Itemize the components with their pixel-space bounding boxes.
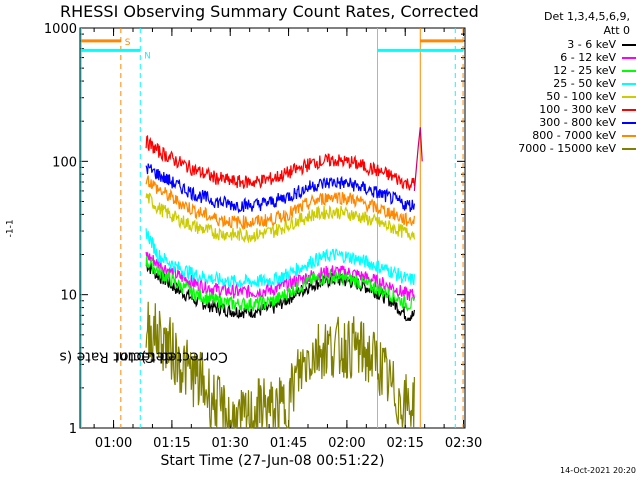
legend-entry: 3 - 6 keV: [470, 38, 636, 51]
legend-swatch: [622, 121, 636, 124]
legend-swatch: [622, 134, 636, 137]
legend-label: 300 - 800 keV: [539, 116, 616, 129]
x-tick-label: 01:45: [270, 436, 307, 451]
legend-entry: 300 - 800 keV: [470, 116, 636, 129]
legend-entry: 25 - 50 keV: [470, 77, 636, 90]
legend-label: 50 - 100 keV: [546, 90, 616, 103]
series-line: [145, 175, 415, 231]
legend-entry: 12 - 25 keV: [470, 64, 636, 77]
y-axis-label: Corrected Count Rate (s -1 detector -1): [5, 219, 228, 365]
legend-label: 100 - 300 keV: [539, 103, 616, 116]
legend-swatch: [622, 43, 636, 46]
series-line: [145, 192, 415, 244]
annotation-s: S: [125, 38, 131, 48]
x-tick-label: 01:30: [211, 436, 248, 451]
y-tick-label: 1: [69, 422, 77, 437]
legend-swatch: [622, 108, 636, 111]
x-tick-label: 02:15: [386, 436, 423, 451]
series-line: [145, 163, 415, 214]
x-tick-label: 01:00: [95, 436, 132, 451]
legend-label: 800 - 7000 keV: [532, 129, 616, 142]
legend-entry: 50 - 100 keV: [470, 90, 636, 103]
legend-swatch: [622, 95, 636, 98]
legend-entry: 6 - 12 keV: [470, 51, 636, 64]
legend-label: 3 - 6 keV: [567, 38, 616, 51]
series-line: [145, 228, 415, 288]
legend-header-attenuator: Att 0: [603, 24, 630, 37]
annotation-n: N: [144, 51, 151, 61]
legend-swatch: [622, 56, 636, 59]
series-line: [145, 262, 415, 322]
timestamp: 14-Oct-2021 20:20: [560, 466, 636, 475]
x-tick-label: 01:15: [153, 436, 190, 451]
x-tick-label: 02:00: [328, 436, 365, 451]
x-tick-label: 02:30: [445, 436, 482, 451]
legend-label: 7000 - 15000 keV: [518, 142, 616, 155]
legend-entry: 800 - 7000 keV: [470, 129, 636, 142]
legend-label: 12 - 25 keV: [553, 64, 616, 77]
y-tick-label: 1000: [44, 22, 77, 37]
y-tick-label: 10: [60, 289, 77, 304]
legend-label: 6 - 12 keV: [560, 51, 616, 64]
legend-entry: 100 - 300 keV: [470, 103, 636, 116]
x-axis-label: Start Time (27-Jun-08 00:51:22): [160, 453, 385, 469]
legend: Det 1,3,4,5,6,9, Att 0 3 - 6 keV 6 - 12 k…: [470, 10, 636, 155]
series-line: [145, 134, 415, 191]
series-line: [145, 256, 415, 312]
legend-swatch: [622, 69, 636, 72]
plot-frame: [79, 27, 466, 429]
y-tick-label: 100: [52, 155, 77, 170]
legend-swatch: [622, 147, 636, 150]
end-spike-line: [413, 127, 423, 191]
legend-label: 25 - 50 keV: [553, 77, 616, 90]
legend-swatch: [622, 82, 636, 85]
legend-header-detectors: Det 1,3,4,5,6,9,: [543, 10, 630, 23]
chart-title: RHESSI Observing Summary Count Rates, Co…: [60, 2, 479, 21]
legend-entry: 7000 - 15000 keV: [470, 142, 636, 155]
series-line: [145, 301, 415, 429]
